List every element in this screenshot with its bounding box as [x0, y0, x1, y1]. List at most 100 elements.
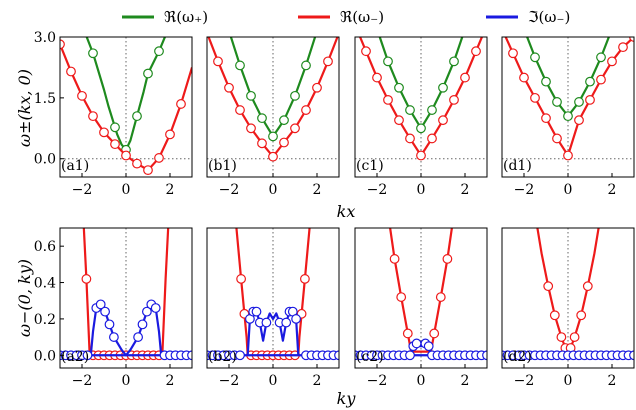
x-tick-label: 0 — [269, 373, 278, 389]
data-point — [100, 306, 110, 317]
x-tick-label: 0 — [417, 182, 426, 198]
y-tick-label: 1.5 — [34, 91, 56, 107]
data-point — [133, 332, 144, 342]
data-point — [334, 350, 339, 361]
data-point — [268, 151, 278, 162]
y-tick-label: 0.4 — [34, 276, 56, 292]
data-point — [449, 94, 459, 105]
y-tick-label: 0.0 — [34, 348, 56, 364]
data-point — [552, 97, 562, 107]
data-point — [77, 90, 87, 101]
data-point — [607, 56, 617, 67]
x-tick-label: 2 — [608, 373, 617, 389]
x-tick-label: −2 — [72, 373, 93, 389]
data-point — [618, 42, 628, 53]
panel: −2 0 2 0.6 0.4 0.2 0.0 (a2) — [34, 227, 193, 389]
data-point — [257, 138, 267, 149]
data-point — [150, 303, 161, 313]
data-point — [261, 317, 272, 328]
legend: ℜ(ω₊) ℜ(ω₋) ℑ(ω₋) — [122, 8, 570, 26]
x-tick-label: −2 — [219, 182, 240, 198]
x-tick-label: 0 — [122, 373, 131, 389]
data-point — [629, 350, 634, 361]
data-point — [541, 113, 551, 124]
data-point — [110, 139, 120, 150]
panel-label: (a1) — [61, 158, 89, 174]
data-point — [213, 56, 223, 67]
panel-label: (d1) — [503, 158, 532, 174]
data-point — [394, 115, 404, 126]
data-point — [549, 310, 560, 321]
data-point — [416, 150, 426, 161]
data-point — [442, 254, 453, 264]
data-point — [81, 274, 92, 284]
data-point — [235, 350, 245, 361]
data-point — [165, 129, 175, 140]
data-point — [423, 341, 434, 352]
data-point — [66, 66, 76, 77]
x-tick-label: −2 — [72, 182, 93, 198]
data-point — [389, 254, 400, 264]
x-tick-label: 2 — [608, 182, 617, 198]
panel-label: (c2) — [356, 349, 384, 365]
y-tick-label: 0.6 — [34, 239, 56, 255]
data-point — [449, 56, 459, 67]
top-y-axis-label: ω±(kx, 0) — [15, 69, 34, 147]
data-point — [429, 328, 440, 339]
data-point — [416, 123, 426, 134]
data-point — [236, 274, 247, 284]
legend-entry: ℜ(ω₊) — [164, 8, 208, 26]
data-point — [281, 317, 292, 328]
bottom-x-axis-label: ky — [337, 389, 357, 408]
panel: −2 0 2 (d1) — [501, 36, 635, 198]
y-tick-label: 0.0 — [34, 152, 56, 168]
data-point — [405, 133, 415, 144]
data-point — [121, 150, 131, 161]
data-point — [383, 94, 393, 105]
data-point — [396, 292, 407, 302]
data-point — [372, 72, 382, 83]
legend-entry: ℑ(ω₋) — [528, 8, 570, 26]
data-point — [132, 111, 142, 122]
x-tick-label: −2 — [219, 373, 240, 389]
data-point — [563, 111, 573, 122]
data-point — [141, 306, 152, 317]
x-tick-label: −2 — [514, 373, 535, 389]
data-point — [268, 131, 278, 142]
x-tick-label: 2 — [461, 373, 470, 389]
data-point — [461, 25, 470, 34]
data-point — [574, 97, 584, 107]
y-tick-label: 0.2 — [34, 312, 56, 328]
data-point — [569, 332, 580, 342]
panel-label: (a2) — [61, 349, 89, 365]
data-point — [143, 68, 153, 79]
data-point — [88, 48, 98, 59]
x-tick-label: 2 — [166, 373, 175, 389]
data-point — [291, 314, 302, 324]
data-point — [132, 158, 142, 169]
data-point — [585, 94, 595, 105]
panel-label: (c1) — [356, 158, 384, 174]
data-point — [104, 319, 115, 330]
data-point — [427, 133, 437, 144]
x-tick-label: 2 — [313, 373, 322, 389]
x-tick-label: 2 — [313, 182, 322, 198]
panel: −2 0 2 (b2) — [206, 227, 340, 389]
data-point — [427, 105, 437, 115]
data-point — [301, 105, 311, 115]
x-tick-label: −2 — [367, 373, 388, 389]
data-point — [411, 338, 422, 349]
data-point — [246, 90, 256, 101]
data-point — [279, 137, 289, 148]
data-point — [435, 292, 446, 302]
data-point — [471, 46, 481, 57]
data-point — [82, 350, 93, 361]
data-point — [519, 72, 529, 83]
data-point — [460, 72, 470, 83]
panel: −2 0 2 (c1) — [354, 25, 488, 198]
data-point — [556, 332, 567, 342]
bottom-y-axis-label: ω−(0, ky) — [15, 259, 34, 337]
data-point — [290, 123, 300, 134]
x-tick-label: 2 — [461, 182, 470, 198]
